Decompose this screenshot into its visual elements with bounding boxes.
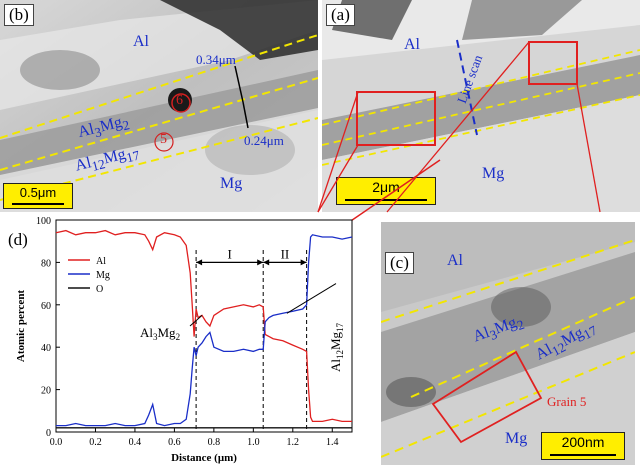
x-tick-label: 1.4: [326, 437, 339, 448]
panel-b-micrograph: (b) Al Al3Mg2 Al12Mg17 Mg 0.34μm 0.24μm …: [0, 0, 318, 212]
annotation-al12mg17-pointer: [286, 283, 337, 314]
panel-d-chart: 0.0 0.2 0.4 0.6 0.8 1.0 1.2 1.4 0 20 40 60 80 100 Dist…: [0, 214, 372, 471]
panel-c-grain-5-outline: [431, 350, 543, 444]
panel-a-box-left: [356, 91, 436, 146]
x-tick-label: 0.2: [89, 437, 102, 448]
panel-b-boundary-top: [0, 34, 318, 139]
annotation-al12mg17: Al12Mg17: [328, 322, 345, 372]
x-tick-label: 0.4: [129, 437, 142, 448]
panel-a-scale-bar: 2μm: [336, 177, 436, 205]
x-tick-label: 0.8: [208, 437, 221, 448]
panel-a-boundary-mid: [322, 72, 640, 146]
panel-b-image: [0, 0, 318, 212]
panel-b-mg-label: Mg: [220, 175, 243, 192]
y-tick-label: 40: [41, 343, 51, 354]
panel-a-boundary-top: [322, 49, 640, 126]
panel-c-scale-bar: 200nm: [541, 432, 625, 460]
panel-a-boundary-bottom: [322, 94, 640, 166]
y-tick-label: 60: [41, 301, 51, 312]
region-I-arrow-head-right: [257, 259, 264, 266]
panel-b-boundary-mid: [0, 77, 318, 171]
region-I-arrow-head-left: [196, 259, 203, 266]
region-II-arrow-head-right: [300, 259, 307, 266]
panel-c-al-label: Al: [447, 252, 463, 269]
region-I-label: I: [227, 246, 231, 261]
panel-b-label: (b): [4, 4, 34, 26]
annotation-al3mg2-pointer: [189, 315, 203, 327]
panel-c-micrograph: (c) Al Al3Mg2 Al12Mg17 Grain 5 Mg 200nm: [381, 222, 635, 465]
y-axis-label: Atomic percent: [15, 290, 27, 363]
panel-b-grain-6: 6: [176, 93, 183, 108]
series-line-Mg: [56, 234, 353, 427]
panel-a-label: (a): [326, 4, 355, 26]
plot-frame: [55, 219, 353, 433]
panel-c-image: [381, 222, 635, 465]
panel-a-line-scan: [456, 39, 478, 136]
x-tick-label: 0.0: [50, 437, 63, 448]
panel-c-label: (c): [385, 252, 414, 274]
x-tick-label: 0.6: [168, 437, 181, 448]
legend-label-Mg: Mg: [96, 270, 110, 281]
panel-b-al-label: Al: [133, 33, 149, 50]
y-tick-label: 80: [41, 258, 51, 269]
x-tick-label: 1.0: [247, 437, 260, 448]
panel-b-scale-bar: 0.5μm: [3, 183, 73, 209]
line-scan-chart: 0.0 0.2 0.4 0.6 0.8 1.0 1.2 1.4 0 20 40 60 80 100 Dist…: [15, 216, 353, 464]
region-II-label: II: [281, 246, 290, 261]
panel-b-measure-bottom: 0.24μm: [244, 133, 284, 148]
panel-d-label: (d): [8, 230, 28, 249]
legend-label-Al: Al: [96, 256, 106, 267]
panel-a-al-label: Al: [404, 36, 420, 53]
y-tick-label: 20: [41, 386, 51, 397]
panel-c-grain-label: Grain 5: [547, 394, 587, 409]
region-II-arrow-head-left: [263, 259, 270, 266]
series-line-Al: [55, 229, 352, 423]
y-tick-label: 100: [36, 216, 51, 227]
panel-a-micrograph: (a) Al Line scan Mg 2μm: [322, 0, 640, 212]
panel-a-mg-label: Mg: [482, 165, 505, 182]
annotation-al3mg2: Al3Mg2: [140, 325, 180, 342]
panel-c-boundary-bottom: [381, 351, 635, 458]
panel-c-boundary-mid: [410, 296, 635, 398]
panel-c-mg-label: Mg: [505, 430, 528, 447]
panel-b-grain-5: 5: [160, 132, 167, 147]
x-tick-label: 1.2: [287, 437, 300, 448]
panel-a-image: [322, 0, 640, 212]
y-tick-label: 0: [46, 428, 51, 439]
panel-a-box-right: [528, 41, 578, 85]
legend-label-O: O: [96, 284, 103, 295]
panel-b-measure-top: 0.34μm: [196, 52, 236, 67]
x-axis-label: Distance (μm): [171, 452, 237, 464]
